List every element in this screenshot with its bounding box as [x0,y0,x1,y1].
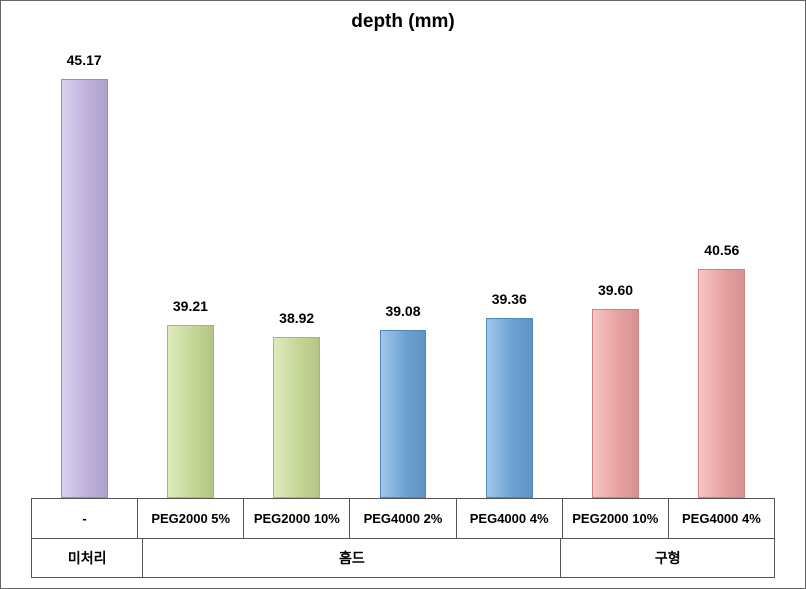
bar: 39.21 [167,325,214,498]
axis-subcategory-cell: PEG4000 2% [349,499,455,538]
bar-slot: 39.21 [137,45,243,498]
bar: 39.60 [592,309,639,498]
bar-slot: 39.36 [456,45,562,498]
chart-title: depth (mm) [1,1,805,39]
bar-value-label: 39.21 [173,298,208,314]
axis-row-subcategory: -PEG2000 5%PEG2000 10%PEG4000 2%PEG4000 … [32,499,774,538]
bar-value-label: 38.92 [279,310,314,326]
axis-subcategory-cell: PEG4000 4% [456,499,562,538]
depth-bar-chart: depth (mm) 45.17 39.21 38.92 39.08 39.36 39.6… [0,0,806,589]
axis-group-cell: 미처리 [32,538,142,577]
axis-row-group: 미처리홈드구형 [32,538,774,577]
bar: 39.36 [486,318,533,498]
bar-value-label: 39.60 [598,282,633,298]
axis-subcategory-cell: PEG2000 5% [137,499,243,538]
bar: 39.08 [380,330,427,498]
axis-subcategory-cell: PEG2000 10% [243,499,349,538]
bar-slot: 40.56 [669,45,775,498]
plot-area: 45.17 39.21 38.92 39.08 39.36 39.60 40.56 [31,45,775,498]
axis-group-cell: 홈드 [142,538,560,577]
category-axis: -PEG2000 5%PEG2000 10%PEG4000 2%PEG4000 … [31,498,775,578]
bar-slot: 38.92 [244,45,350,498]
axis-subcategory-cell: PEG2000 10% [562,499,668,538]
bar-value-label: 39.08 [385,303,420,319]
bar-value-label: 39.36 [492,291,527,307]
axis-group-cell: 구형 [560,538,774,577]
bar: 45.17 [61,79,108,498]
bar: 40.56 [698,269,745,498]
axis-subcategory-cell: - [32,499,137,538]
bar-slot: 39.08 [350,45,456,498]
bar-slot: 45.17 [31,45,137,498]
bar: 38.92 [273,337,320,498]
bars-row: 45.17 39.21 38.92 39.08 39.36 39.60 40.56 [31,45,775,498]
bar-value-label: 40.56 [704,242,739,258]
axis-subcategory-cell: PEG4000 4% [668,499,774,538]
bar-slot: 39.60 [562,45,668,498]
bar-value-label: 45.17 [67,52,102,68]
